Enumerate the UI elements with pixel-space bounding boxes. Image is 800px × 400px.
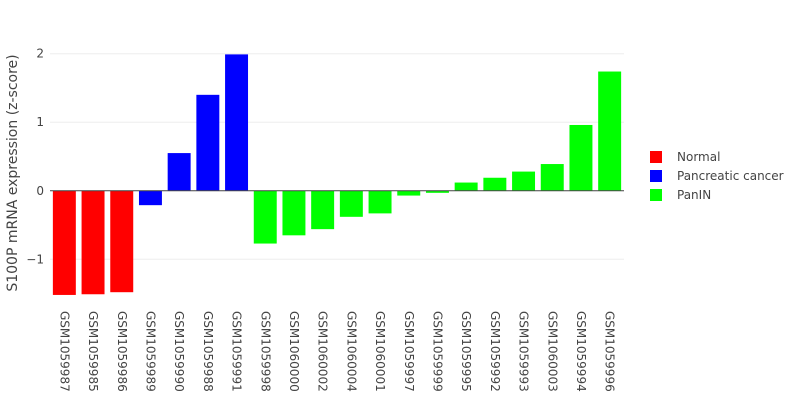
bars	[52, 54, 622, 295]
y-tick-label: 0	[36, 184, 44, 198]
bar[interactable]	[253, 190, 277, 244]
gridlines	[50, 53, 624, 260]
bar[interactable]	[368, 190, 392, 214]
x-tick-label: GSM1059985	[86, 311, 100, 392]
legend-label: Normal	[677, 149, 721, 164]
x-tick-label: GSM1060003	[545, 311, 559, 392]
bar[interactable]	[225, 54, 249, 191]
legend-item[interactable]: Normal	[650, 147, 784, 166]
bar[interactable]	[454, 182, 478, 191]
bar[interactable]	[81, 190, 105, 295]
bar[interactable]	[339, 190, 363, 217]
y-tick-label: −1	[26, 252, 44, 266]
x-tick-label: GSM1060004	[344, 311, 358, 392]
x-tick-label: GSM1059990	[172, 311, 186, 392]
x-tick-label: GSM1059995	[459, 311, 473, 392]
x-tick-label: GSM1059994	[574, 311, 588, 392]
bar[interactable]	[512, 171, 536, 191]
bar[interactable]	[483, 177, 507, 191]
x-tick-label: GSM1059998	[258, 311, 272, 392]
bar[interactable]	[167, 153, 191, 191]
bar[interactable]	[138, 190, 162, 206]
x-tick-labels: GSM1059987 GSM1059985 GSM1059986 GSM1059989…	[57, 311, 616, 392]
x-tick-label: GSM1059991	[230, 311, 244, 392]
x-tick-label: GSM1059992	[488, 311, 502, 392]
legend-swatch	[650, 169, 662, 182]
x-tick-label: GSM1059989	[143, 311, 157, 392]
legend-item[interactable]: Pancreatic cancer	[650, 166, 784, 185]
x-tick-label: GSM1059988	[201, 311, 215, 392]
bar[interactable]	[397, 190, 421, 196]
legend: Normal Pancreatic cancer PanIN	[650, 147, 784, 204]
legend-swatch	[650, 188, 662, 201]
bar[interactable]	[425, 190, 449, 193]
bar[interactable]	[282, 190, 306, 236]
bar[interactable]	[311, 190, 335, 230]
x-tick-label: GSM1059999	[430, 311, 444, 392]
bar[interactable]	[52, 190, 76, 295]
bar[interactable]	[540, 164, 564, 191]
x-tick-label: GSM1059993	[517, 311, 531, 392]
y-tick-label: 2	[36, 47, 44, 61]
legend-label: PanIN	[677, 187, 712, 202]
x-tick-label: GSM1060002	[316, 311, 330, 392]
legend-swatch	[650, 150, 662, 163]
x-tick-label: GSM1060001	[373, 311, 387, 392]
x-tick-label: GSM1059986	[115, 311, 129, 392]
y-tick-labels: −1 0 1 2	[26, 47, 44, 267]
legend-label: Pancreatic cancer	[677, 168, 784, 183]
y-axis-label: S100P mRNA expression (z-score)	[5, 54, 21, 291]
x-tick-label: GSM1059997	[402, 311, 416, 392]
y-tick-label: 1	[36, 115, 44, 129]
bar[interactable]	[110, 190, 134, 293]
x-tick-label: GSM1060000	[287, 311, 301, 392]
bar[interactable]	[196, 94, 220, 191]
legend-item[interactable]: PanIN	[650, 185, 784, 204]
x-tick-label: GSM1059987	[57, 311, 71, 392]
x-tick-label: GSM1059996	[603, 311, 617, 392]
bar[interactable]	[569, 124, 593, 191]
bar[interactable]	[598, 71, 622, 191]
